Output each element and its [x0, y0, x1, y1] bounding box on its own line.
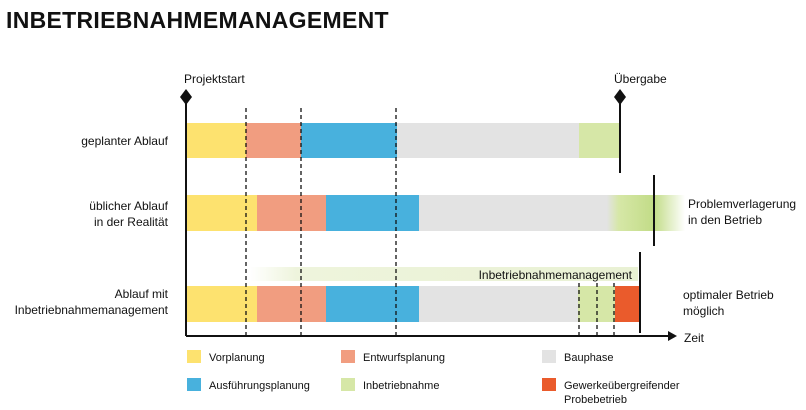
segment-vorplanung — [186, 195, 257, 231]
segment-inbetriebnahme-fading — [607, 195, 685, 231]
row-label-usual-line1: üblicher Ablauf — [89, 199, 168, 213]
legend-label-entwurfsplanung: Entwurfsplanung — [363, 352, 445, 364]
legend-label-ausfuehrungsplanung: Ausführungsplanung — [209, 380, 310, 392]
page-title: INBETRIEBNAHMEMANAGEMENT — [6, 7, 389, 33]
segment-bauphase — [419, 286, 578, 322]
legend-label-probebetrieb-line2: Probebetrieb — [564, 394, 627, 406]
outcome-usual-line2: in den Betrieb — [688, 213, 762, 227]
legend-swatch-bauphase — [542, 350, 556, 363]
segment-vorplanung — [186, 123, 246, 158]
legend-swatch-probebetrieb — [542, 378, 556, 391]
segment-bauphase — [419, 195, 607, 231]
segment-probebetrieb — [615, 286, 640, 322]
uebergabe-diamond — [614, 89, 626, 105]
legend-swatch-inbetriebnahme — [341, 378, 355, 391]
legend-swatch-entwurfsplanung — [341, 350, 355, 363]
segment-entwurfsplanung — [257, 195, 326, 231]
outcome-usual-line1: Problemverlagerung — [688, 197, 796, 211]
row-usual-bar — [186, 195, 685, 231]
legend-label-bauphase: Bauphase — [564, 352, 614, 364]
legend-label-inbetriebnahme: Inbetriebnahme — [363, 380, 439, 392]
legend-swatch-ausfuehrungsplanung — [187, 378, 201, 391]
segment-inbetriebnahme — [579, 123, 619, 158]
outcome-managed-line2: möglich — [683, 304, 724, 318]
band-label: Inbetriebnahmemanagement — [479, 268, 633, 282]
legend-label-probebetrieb-line1: Gewerkeübergreifender — [564, 380, 680, 392]
commissioning-management-band — [250, 267, 638, 281]
projektstart-label: Projektstart — [184, 72, 245, 86]
segment-vorplanung — [186, 286, 257, 322]
outcome-managed-line1: optimaler Betrieb — [683, 288, 774, 302]
segment-bauphase — [397, 123, 579, 158]
row-managed-bar — [186, 286, 640, 322]
row-label-planned: geplanter Ablauf — [81, 134, 168, 148]
projektstart-diamond — [180, 89, 192, 105]
legend-swatch-vorplanung — [187, 350, 201, 363]
segment-ausfuehrungsplanung — [301, 123, 397, 158]
legend: Vorplanung Entwurfsplanung Bauphase Ausf… — [187, 350, 680, 406]
row-planned-bar — [186, 123, 619, 158]
segment-entwurfsplanung — [246, 123, 301, 158]
row-label-managed-line1: Ablauf mit — [115, 287, 169, 301]
segment-entwurfsplanung — [257, 286, 326, 322]
uebergabe-label: Übergabe — [614, 72, 667, 86]
axis-label-zeit: Zeit — [684, 331, 705, 345]
phase-guides — [245, 108, 615, 335]
segment-ausfuehrungsplanung — [326, 195, 419, 231]
segment-ausfuehrungsplanung — [326, 286, 419, 322]
legend-label-vorplanung: Vorplanung — [209, 352, 265, 364]
time-axis-arrow — [668, 331, 677, 341]
row-label-managed-line2: Inbetriebnahmemanagement — [15, 303, 169, 317]
row-label-usual-line2: in der Realität — [94, 215, 169, 229]
